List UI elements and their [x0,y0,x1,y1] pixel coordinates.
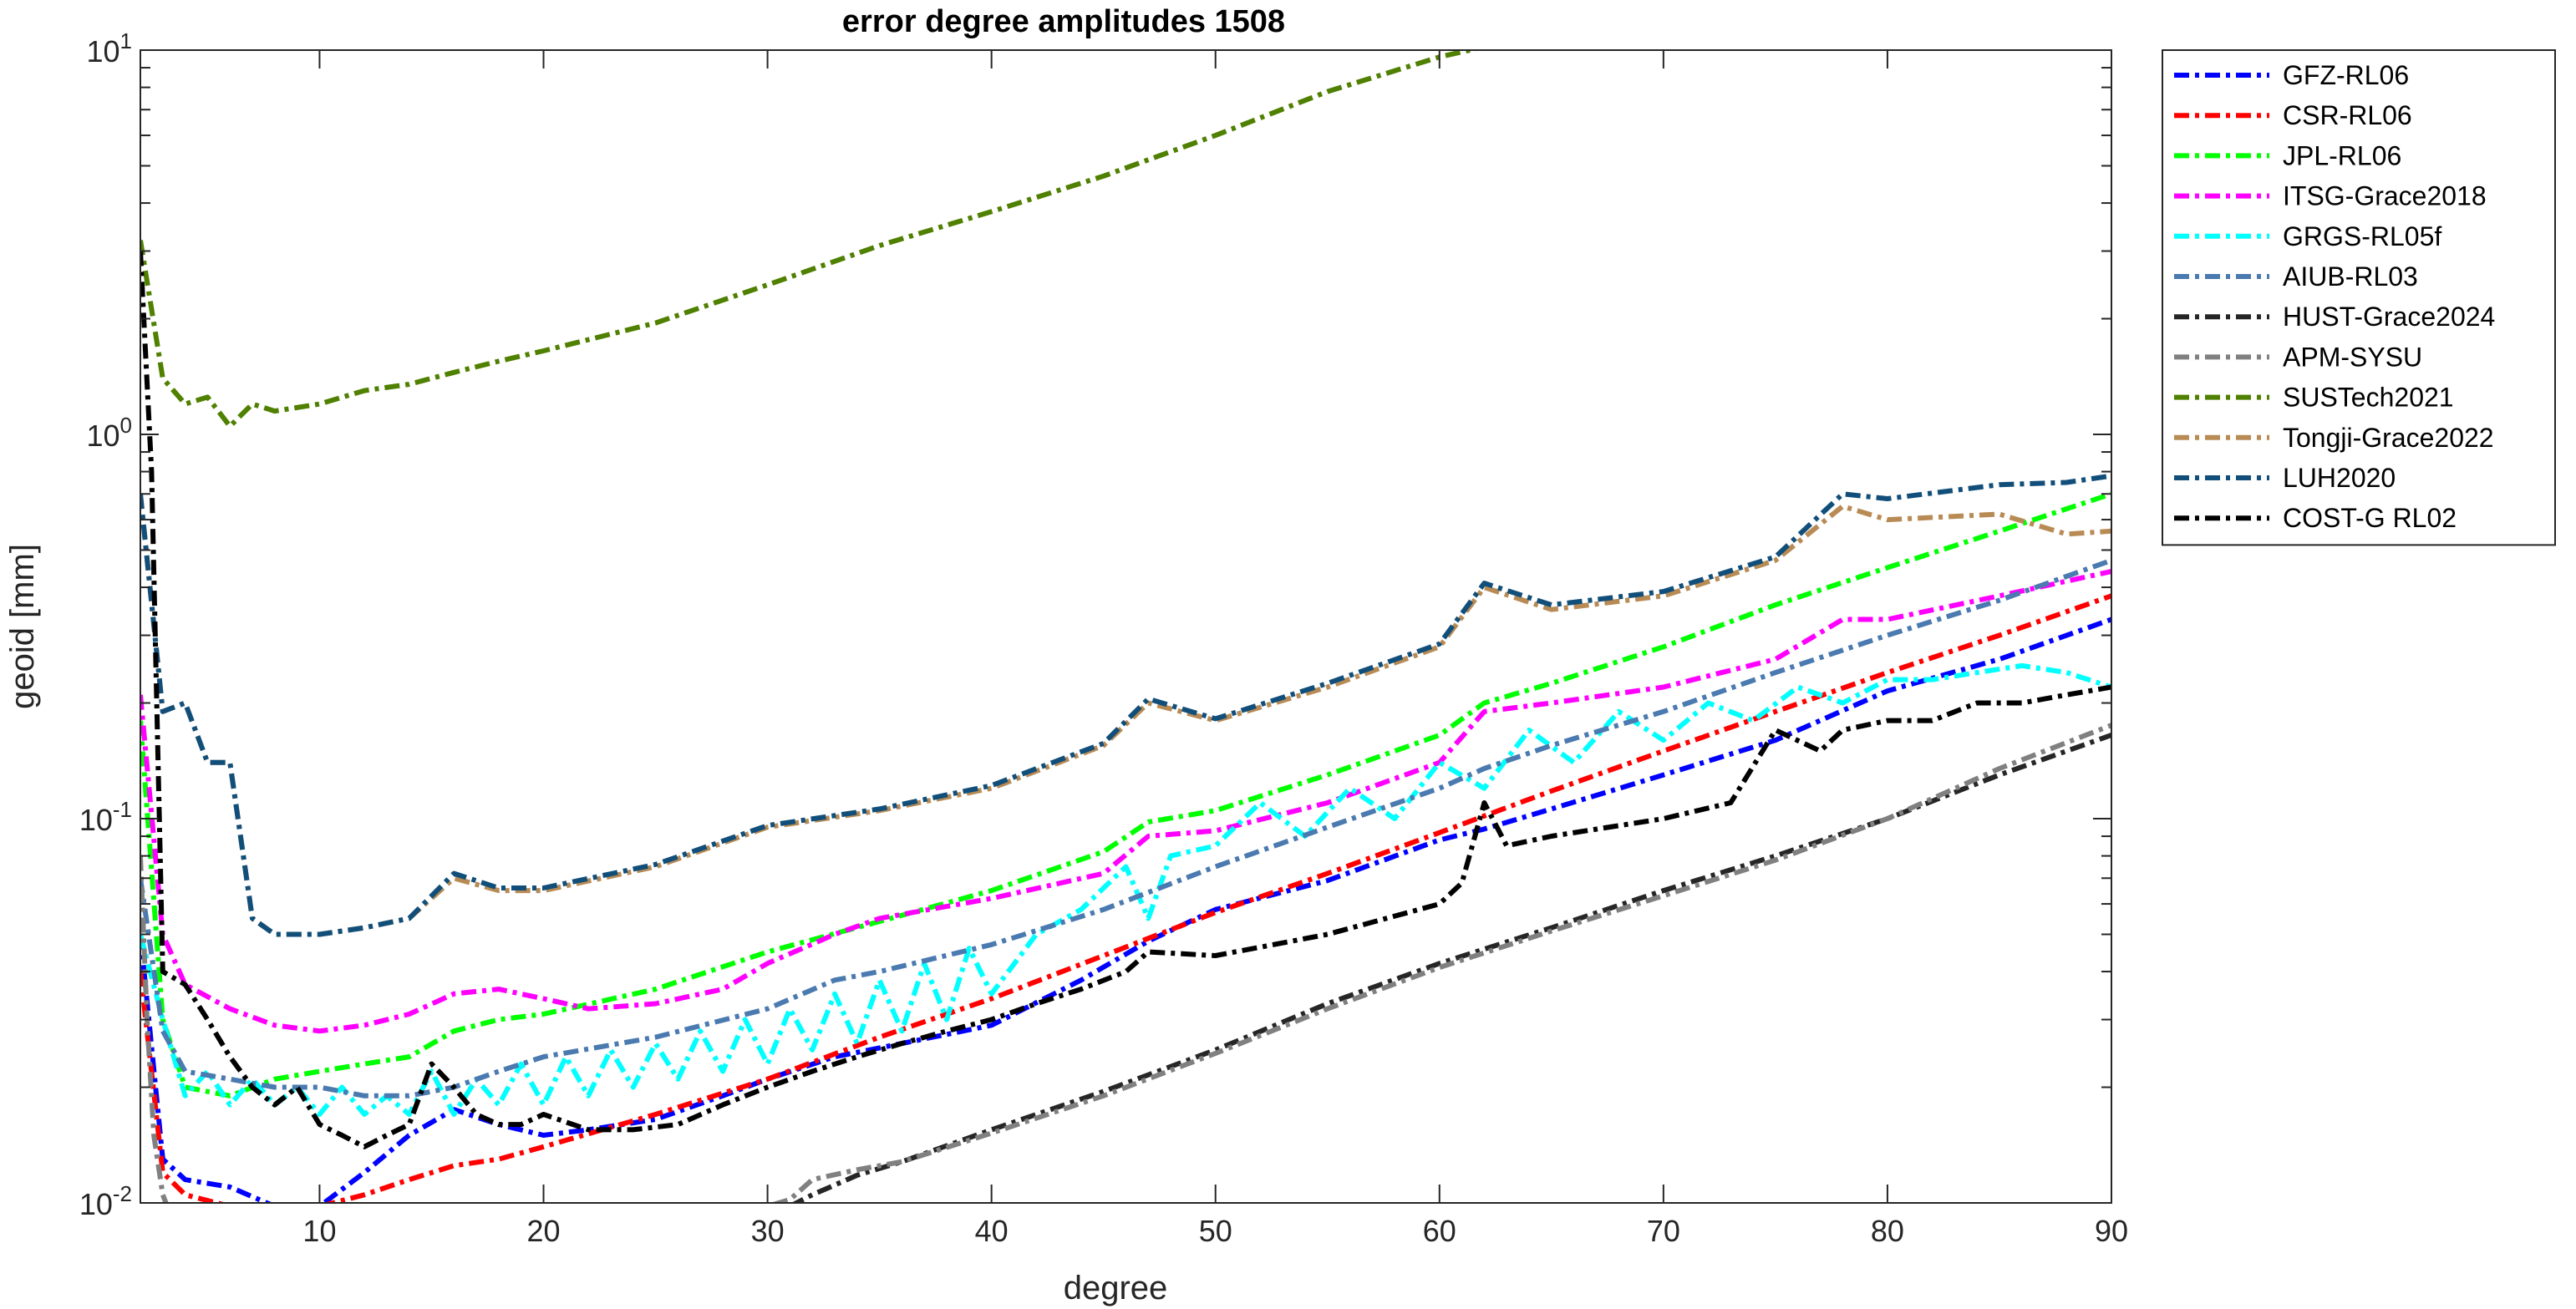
x-tick-label-2: 30 [751,1214,785,1248]
series-line-11 [140,251,2111,1149]
legend: GFZ-RL06 CSR-RL06 JPL-RL06 ITSG-Grace2018 GR… [2162,49,2556,546]
y-axis-ticks: 10-2 10-1 100 101 [79,28,2111,1221]
legend-label-11: COST-G RL02 [2283,503,2457,533]
y-tick-label-0: 10-2 [79,1181,132,1221]
series-layer [140,50,2111,1203]
legend-label-1: CSR-RL06 [2283,100,2412,130]
x-tick-label-5: 60 [1423,1214,1456,1248]
x-tick-label-4: 50 [1199,1214,1232,1248]
chart-title: error degree amplitudes 1508 [842,4,1285,39]
y-tick-label-3: 101 [86,28,132,68]
x-tick-label-3: 40 [975,1214,1009,1248]
x-tick-label-8: 90 [2095,1214,2128,1248]
x-axis-label: degree [1064,1270,1168,1306]
series-line-1 [140,593,2111,1203]
x-axis-ticks: 10 20 30 40 50 60 70 80 90 [302,50,2128,1248]
plot-area-frame [140,49,2112,1204]
series-line-10 [140,473,2111,937]
legend-label-10: LUH2020 [2283,463,2396,493]
legend-label-9: Tongji-Grace2022 [2283,423,2494,453]
x-tick-label-0: 10 [302,1214,336,1248]
series-line-7 [140,723,2111,1203]
series-line-0 [140,616,2111,1203]
y-tick-label-2: 100 [86,413,132,453]
legend-box [2162,49,2556,546]
y-tick-label-1: 10-1 [79,797,132,837]
legend-label-2: JPL-RL06 [2283,140,2401,170]
series-line-8 [140,50,1481,429]
legend-label-6: HUST-Grace2024 [2283,302,2495,332]
x-tick-label-7: 80 [1871,1214,1904,1248]
series-line-5 [140,557,2111,1098]
legend-label-8: SUSTech2021 [2283,383,2454,413]
legend-label-0: GFZ-RL06 [2283,60,2409,90]
series-line-3 [140,569,2111,1034]
legend-label-4: GRGS-RL05f [2283,221,2441,251]
x-tick-label-1: 20 [526,1214,560,1248]
series-line-2 [140,491,2111,1098]
y-axis-label: geoid [mm] [4,544,41,709]
series-line-6 [790,733,2111,1203]
x-tick-label-6: 70 [1647,1214,1680,1248]
legend-label-3: ITSG-Grace2018 [2283,181,2487,211]
legend-label-7: APM-SYSU [2283,342,2422,372]
legend-label-5: AIUB-RL03 [2283,261,2418,292]
